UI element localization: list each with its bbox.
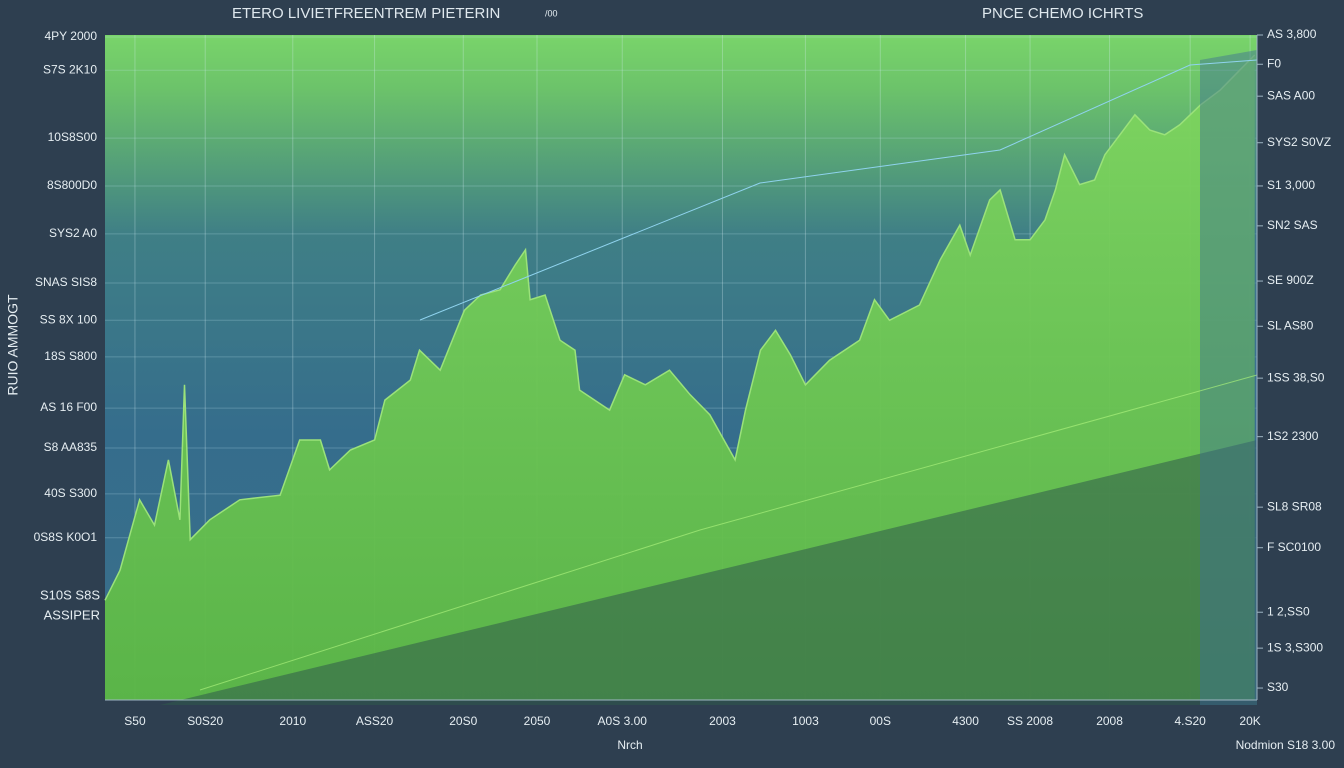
y-tick-label: AS 16 F00 xyxy=(40,400,97,414)
y-tick-label: S8 AA835 xyxy=(44,440,98,454)
y2-tick-label: 1S2 2300 xyxy=(1267,429,1319,443)
y2-tick-label: SAS A00 xyxy=(1267,88,1315,102)
y-tick-label: SS 8X 100 xyxy=(40,312,98,326)
y2-tick-label: 1SS 38,S0 xyxy=(1267,370,1325,384)
chart-subtitle: /00 xyxy=(545,8,558,18)
trend-line xyxy=(419,59,1258,321)
y-tick-label: 4PY 2000 xyxy=(45,29,98,43)
y2-tick-label: F SC0100 xyxy=(1267,540,1321,554)
footer: Nodmion S18 3.00 xyxy=(1236,738,1336,752)
y-axis-label: RUIO AMMOGT xyxy=(5,294,21,396)
y2-tick-label: SL AS80 xyxy=(1267,318,1314,332)
y-tick-label: 0S8S K0O1 xyxy=(34,530,98,544)
x-axis-label: Nrch xyxy=(617,738,642,752)
y2-tick-label: F0 xyxy=(1267,56,1281,70)
y-tick-label: 18S S800 xyxy=(44,349,97,363)
trend-line xyxy=(199,374,1258,691)
chart-title: ETERO LIVIETFREENTREM PIETERIN xyxy=(232,5,500,22)
y2-tick-label: S1 3,000 xyxy=(1267,178,1315,192)
area-line xyxy=(104,54,1256,601)
y2-tick-label: AS 3,800 xyxy=(1267,27,1317,41)
x-tick-label: 2003 xyxy=(709,714,736,728)
x-tick-label: 2010 xyxy=(279,714,306,728)
y-tick-label: SNAS SIS8 xyxy=(35,275,97,289)
y2-tick-label: SN2 SAS xyxy=(1267,218,1318,232)
y2-tick-label: 1 2,SS0 xyxy=(1267,604,1310,618)
y-tick-label: 40S S300 xyxy=(44,486,97,500)
y2-tick-label: SYS2 S0VZ xyxy=(1267,135,1331,149)
x-tick-label: 4.S20 xyxy=(1175,714,1207,728)
x-tick-label: 4300 xyxy=(952,714,979,728)
y2-tick-label: SE 900Z xyxy=(1267,273,1314,287)
shade-band xyxy=(1200,50,1257,705)
y-tick-label: 8S800D0 xyxy=(47,178,97,192)
x-tick-label: 00S xyxy=(870,714,891,728)
y2-tick-label: S30 xyxy=(1267,680,1289,694)
x-tick-label: ASS20 xyxy=(356,714,394,728)
x-tick-label: S50 xyxy=(124,714,146,728)
shade-wedge xyxy=(160,440,1257,705)
y2-tick-label: SL8 SR08 xyxy=(1267,499,1322,513)
annotation: ASSIPER xyxy=(44,607,100,622)
x-tick-label: 20S0 xyxy=(449,714,477,728)
x-tick-label: A0S 3.00 xyxy=(598,714,648,728)
x-tick-label: S0S20 xyxy=(187,714,223,728)
x-tick-label: 20K xyxy=(1239,714,1260,728)
x-tick-label: 1003 xyxy=(792,714,819,728)
right-title: PNCE CHEMO ICHRTS xyxy=(982,5,1143,22)
y-tick-label: SYS2 A0 xyxy=(49,226,97,240)
y-tick-label: S7S 2K10 xyxy=(43,62,97,76)
x-tick-label: SS 2008 xyxy=(1007,714,1053,728)
x-tick-label: 2050 xyxy=(524,714,551,728)
x-tick-label: 2008 xyxy=(1096,714,1123,728)
y-tick-label: 10S8S00 xyxy=(48,130,98,144)
annotation: S10S S8S xyxy=(40,587,100,602)
y2-tick-label: 1S 3,S300 xyxy=(1267,640,1323,654)
